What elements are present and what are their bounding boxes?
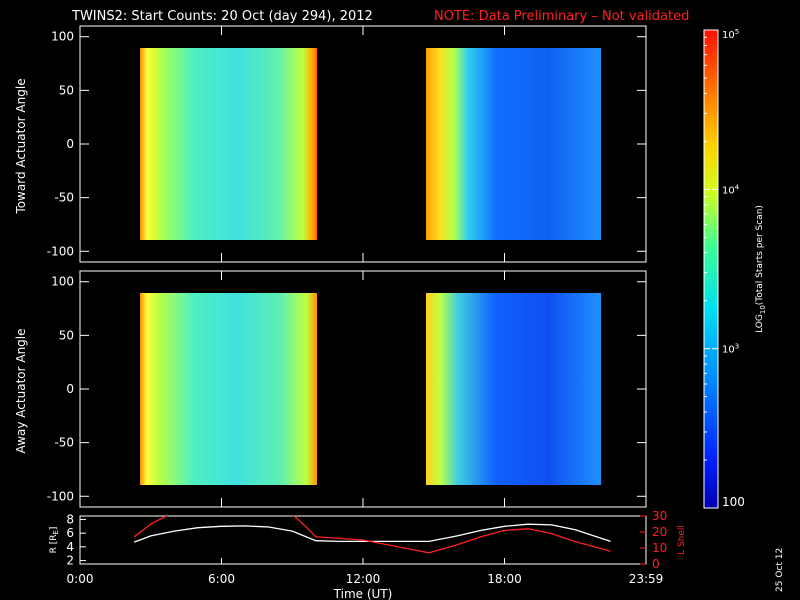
panel3-ytick-right-label-3: 0 (652, 557, 660, 571)
panel1-ylabel: Toward Actuator Angle (14, 78, 28, 214)
data-block-1-away (140, 293, 317, 485)
panel3-ytick-right-label-2: 10 (652, 541, 667, 555)
colorbar-tick-label-3: 100 (722, 495, 745, 509)
xtick-label-2: 12:00 (346, 572, 381, 586)
panel1-ytick-label-1: 50 (59, 83, 74, 97)
panel2-ylabel: Away Actuator Angle (14, 328, 28, 453)
panel2-ytick-label-2: 0 (66, 382, 74, 396)
panel1-ytick-label-4: -100 (47, 244, 74, 258)
xtick-label-4: 23:59 (629, 572, 664, 586)
panel2-ytick-label-0: 100 (51, 275, 74, 289)
panel3-right-ylabel: L Shell (677, 525, 687, 555)
data-block-2-toward (426, 48, 601, 240)
colorbar-tick-label-2: 103 (722, 343, 739, 356)
panel2-ytick-label-3: -50 (54, 436, 74, 450)
preliminary-note: NOTE: Data Preliminary – Not validated (434, 9, 689, 24)
l-shell-line (133, 516, 611, 554)
panel3-ytick-left-label-3: 2 (66, 554, 74, 568)
data-block-2-away (426, 293, 601, 485)
panel3-ytick-right-label-0: 30 (652, 509, 667, 523)
r-distance-line (133, 523, 611, 543)
panel2-ytick-label-4: -100 (47, 489, 74, 503)
colorbar: LOG10(Total Starts per Scan) 105 104 103 10… (703, 28, 767, 509)
panel3-ytick-left-label-2: 4 (66, 540, 74, 554)
panel3-ytick-right-label-1: 20 (652, 525, 667, 539)
date-stamp: 25 Oct 12 (775, 548, 785, 592)
away-actuator-panel: Away Actuator Angle 100 50 0 -50 -100 (14, 270, 647, 508)
figure-title: TWINS2: Start Counts: 20 Oct (day 294), … (71, 9, 373, 24)
panel1-ytick-label-2: 0 (66, 137, 74, 151)
xtick-label-1: 6:00 (208, 572, 235, 586)
xtick-label-3: 18:00 (487, 572, 522, 586)
panel3-ytick-left-label-0: 8 (66, 512, 74, 526)
data-block-1-toward (140, 48, 317, 240)
colorbar-label: LOG10(Total Starts per Scan) (755, 205, 767, 333)
xtick-label-0: 0:00 (67, 572, 94, 586)
colorbar-tick-label-1: 104 (722, 183, 740, 196)
toward-actuator-panel: Toward Actuator Angle 100 50 0 -50 -100 (14, 25, 647, 263)
colorbar-tick-label-0: 105 (722, 28, 739, 41)
colorbar-gradient (703, 29, 719, 509)
xaxis-label: Time (UT) (333, 587, 393, 600)
panel3-ytick-left-label-1: 6 (66, 526, 74, 540)
panel1-ytick-label-3: -50 (54, 191, 74, 205)
panel2-ytick-label-1: 50 (59, 328, 74, 342)
panel3-left-ylabel: R [RE] (49, 527, 60, 554)
panel1-ytick-label-0: 100 (51, 30, 74, 44)
